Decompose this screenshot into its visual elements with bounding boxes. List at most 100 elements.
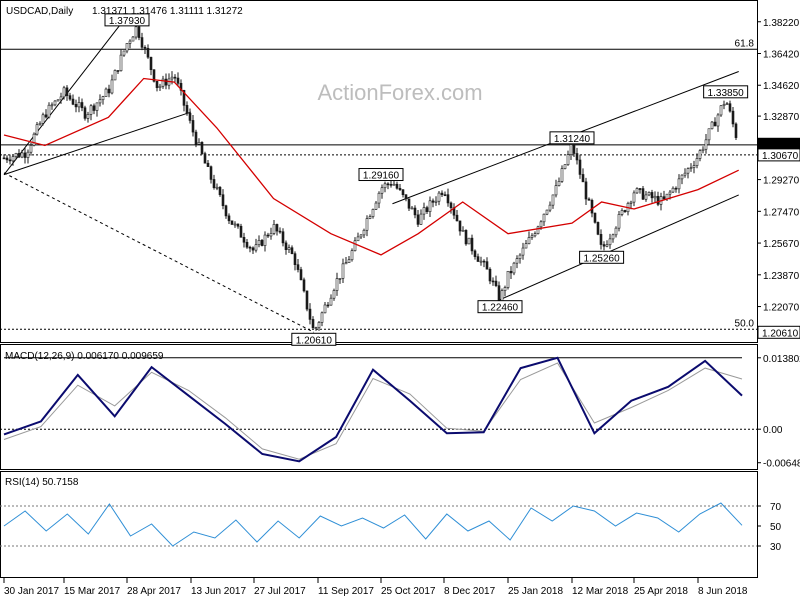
candle-body — [329, 297, 333, 306]
candle-body — [491, 280, 495, 283]
candle-body — [638, 188, 642, 190]
candle-body — [185, 105, 189, 114]
candle-body — [530, 235, 534, 238]
candle-body — [230, 220, 234, 225]
candle-body — [59, 96, 63, 101]
candle-body — [203, 153, 207, 164]
candle-body — [17, 153, 21, 158]
candle-body — [566, 154, 570, 166]
candle-body — [464, 230, 468, 245]
candle-body — [74, 103, 78, 108]
candle-body — [191, 120, 195, 133]
candle-body — [56, 99, 60, 102]
level-label-text: 1.29160 — [363, 171, 400, 182]
candle-body — [674, 187, 678, 190]
candle-body — [509, 270, 513, 274]
candle-body — [239, 225, 243, 238]
candle-body — [569, 144, 573, 155]
watermark: ActionForex.com — [317, 80, 482, 105]
candle-body — [620, 210, 624, 215]
x-tick-label: 27 Jul 2017 — [254, 586, 306, 597]
price-tick-label: 1.23870 — [763, 271, 800, 282]
candle-body — [575, 153, 579, 161]
candle-body — [275, 224, 279, 232]
candle-body — [251, 247, 255, 251]
candle-body — [158, 85, 162, 88]
old-channel-bottom-line — [3, 111, 192, 176]
channel-bottom-line — [499, 194, 739, 301]
x-tick-label: 15 Mar 2017 — [64, 586, 121, 597]
candle-body — [656, 195, 660, 205]
candle-body — [617, 214, 621, 229]
candle-body — [125, 43, 129, 52]
candle-body — [221, 194, 225, 207]
candle-body — [677, 178, 681, 190]
candle-body — [62, 87, 66, 98]
candle-body — [596, 222, 600, 235]
candle-body — [365, 218, 369, 231]
candle-body — [482, 260, 486, 263]
price-tick-label: 1.22070 — [763, 303, 800, 314]
candle-body — [122, 50, 126, 56]
candle-body — [101, 96, 105, 101]
candle-body — [503, 287, 507, 291]
level-label-text: 1.25260 — [584, 253, 621, 264]
candle-body — [290, 247, 294, 254]
price-tick-label: 1.31272 — [762, 140, 799, 151]
candle-body — [143, 47, 147, 49]
candle-body — [419, 213, 423, 225]
candle-body — [434, 200, 438, 203]
candle-body — [734, 123, 738, 138]
price-tick-label: 1.32870 — [763, 112, 800, 123]
candle-body — [119, 54, 123, 72]
candle-body — [188, 113, 192, 121]
candle-body — [83, 107, 87, 119]
candle-body — [182, 90, 186, 106]
macd-signal-line — [3, 362, 743, 460]
candle-body — [446, 194, 450, 204]
candle-body — [26, 151, 30, 158]
candle-body — [269, 233, 273, 237]
rsi-tick-label: 50 — [770, 522, 782, 533]
candle-body — [8, 159, 12, 162]
candle-body — [98, 99, 102, 104]
candle-body — [356, 236, 360, 242]
candle-body — [692, 165, 696, 168]
candle-body — [308, 308, 312, 320]
candle-body — [431, 200, 435, 203]
candle-body — [584, 181, 588, 200]
candle-body — [362, 229, 366, 236]
candle-body — [2, 157, 6, 160]
candle-body — [605, 244, 609, 247]
candle-body — [389, 184, 393, 186]
candle-body — [719, 105, 723, 116]
level-label-box — [549, 131, 595, 145]
candle-body — [428, 200, 432, 212]
candle-body — [344, 262, 348, 265]
price-y-axis: 1.38220 1.36420 1.34620 1.32870 1.312721.306… — [757, 18, 800, 339]
fib-level-label: 50.0 — [735, 318, 755, 329]
level-label-text: 1.22460 — [482, 303, 519, 314]
x-tick-label: 8 Jun 2018 — [698, 586, 748, 597]
candle-body — [512, 262, 516, 274]
level-label-box — [579, 250, 625, 264]
candle-body — [326, 304, 330, 307]
candle-body — [467, 237, 471, 245]
x-tick-label: 12 Mar 2018 — [572, 586, 629, 597]
candle-body — [359, 234, 363, 238]
candle-body — [554, 185, 558, 196]
price-tick-label: 1.30670 — [762, 151, 799, 162]
candle-body — [335, 278, 339, 291]
candle-body — [92, 105, 96, 111]
rsi-tick-label: 70 — [770, 502, 782, 513]
candle-body — [266, 234, 270, 237]
candle-body — [728, 103, 732, 112]
candle-body — [161, 78, 165, 87]
candle-body — [29, 145, 33, 153]
candle-body — [614, 227, 618, 236]
candle-body — [95, 102, 99, 111]
candle-body — [173, 76, 177, 79]
candle-body — [653, 195, 657, 199]
candle-body — [572, 144, 576, 154]
